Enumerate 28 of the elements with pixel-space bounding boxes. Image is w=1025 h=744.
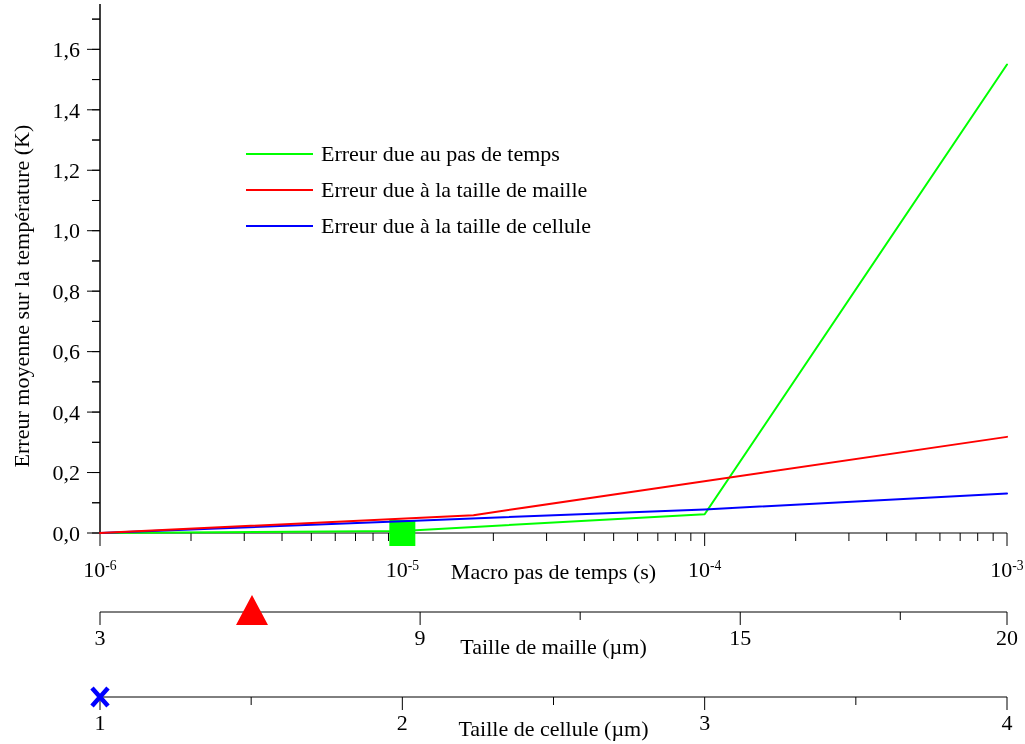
- y-tick-label: 0,4: [52, 399, 80, 425]
- y-tick-label: 1,0: [52, 218, 80, 244]
- y-tick-label: 0,0: [52, 520, 80, 546]
- y-tick-label: 0,8: [52, 278, 80, 304]
- legend-label: Erreur due au pas de temps: [321, 141, 560, 167]
- legend-label: Erreur due à la taille de cellule: [321, 213, 591, 239]
- y-axis-title: Erreur moyenne sur la température (K): [9, 124, 34, 468]
- y-tick-label: 1,2: [52, 157, 80, 183]
- x2-axis-title: Taille de cellule (µm): [458, 716, 649, 741]
- x2-tick-label: 3: [699, 710, 711, 735]
- x-tick-label: 9: [414, 625, 426, 650]
- y-tick-label: 1,4: [52, 97, 80, 123]
- legend-label: Erreur due à la taille de maille: [321, 177, 588, 203]
- x2-tick-label: 2: [396, 710, 408, 735]
- x-tick-label: 10$^{-6}$: [83, 557, 117, 582]
- y-tick-label: 0,2: [52, 460, 80, 486]
- x-tick-label: 10$^{-4}$: [687, 557, 722, 582]
- x2-tick-label: 1: [94, 710, 106, 735]
- x2-tick-label: 4: [1001, 710, 1013, 735]
- x-tick-label: 15: [729, 625, 752, 650]
- y-tick-label: 1,6: [52, 37, 80, 63]
- x-tick-label: 10$^{-5}$: [385, 557, 420, 582]
- x-axis-title: Macro pas de temps (s): [450, 559, 657, 584]
- x-axis-title: Taille de maille (µm): [460, 634, 647, 659]
- x-tick-label: 10$^{-3}$: [990, 557, 1024, 582]
- x-tick-label: 20: [996, 625, 1018, 650]
- x-tick-label: 3: [94, 625, 106, 650]
- y-tick-label: 0,6: [52, 339, 80, 365]
